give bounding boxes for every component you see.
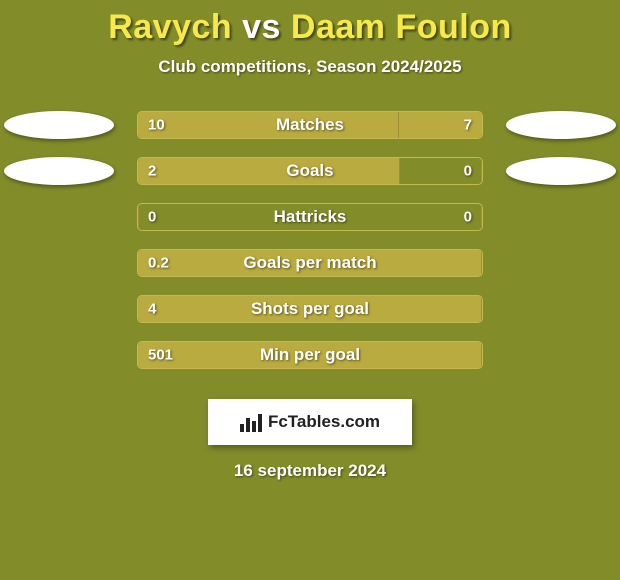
bar-fill-left bbox=[138, 204, 139, 230]
bar-label: Matches bbox=[276, 115, 344, 135]
bar-label: Min per goal bbox=[260, 345, 360, 365]
bar-label: Hattricks bbox=[274, 207, 347, 227]
stat-row: Goals per match 0.2 bbox=[0, 243, 620, 289]
bar-value-left: 0 bbox=[148, 209, 156, 226]
bar-value-right: 7 bbox=[464, 117, 472, 134]
bar-fill-right bbox=[481, 342, 482, 368]
bar-fill-right bbox=[481, 250, 482, 276]
player1-avatar bbox=[4, 111, 114, 139]
bar-label: Goals bbox=[286, 161, 333, 181]
date-text: 16 september 2024 bbox=[0, 461, 620, 481]
bar-label: Shots per goal bbox=[251, 299, 369, 319]
player1-name: Ravych bbox=[108, 8, 232, 46]
bars-chart-icon bbox=[240, 412, 262, 432]
brand-text: FcTables.com bbox=[268, 412, 380, 432]
bar-value-right: 0 bbox=[464, 209, 472, 226]
bar-value-left: 501 bbox=[148, 347, 173, 364]
stat-row: Matches 10 7 bbox=[0, 105, 620, 151]
player2-avatar bbox=[506, 111, 616, 139]
subtitle: Club competitions, Season 2024/2025 bbox=[0, 57, 620, 77]
bar-track: Min per goal 501 bbox=[137, 341, 483, 369]
stat-row: Min per goal 501 bbox=[0, 335, 620, 381]
player2-name: Daam Foulon bbox=[291, 8, 512, 46]
stat-row: Goals 2 0 bbox=[0, 151, 620, 197]
bar-fill-right bbox=[481, 204, 482, 230]
bar-fill-right bbox=[481, 296, 482, 322]
bar-fill-left bbox=[138, 158, 400, 184]
brand-badge: FcTables.com bbox=[208, 399, 412, 445]
bar-track: Shots per goal 4 bbox=[137, 295, 483, 323]
bar-value-left: 4 bbox=[148, 301, 156, 318]
stat-row: Hattricks 0 0 bbox=[0, 197, 620, 243]
bar-track: Goals 2 0 bbox=[137, 157, 483, 185]
vs-text: vs bbox=[242, 8, 281, 46]
bar-value-left: 10 bbox=[148, 117, 165, 134]
comparison-title: Ravych vs Daam Foulon bbox=[0, 0, 620, 47]
player1-avatar bbox=[4, 157, 114, 185]
bar-value-left: 2 bbox=[148, 163, 156, 180]
stat-row: Shots per goal 4 bbox=[0, 289, 620, 335]
bar-fill-right bbox=[481, 158, 482, 184]
bar-track: Goals per match 0.2 bbox=[137, 249, 483, 277]
comparison-chart: Matches 10 7 Goals 2 0 Hattricks 0 0 Goals per ma… bbox=[0, 105, 620, 381]
bar-track: Hattricks 0 0 bbox=[137, 203, 483, 231]
bar-value-right: 0 bbox=[464, 163, 472, 180]
player2-avatar bbox=[506, 157, 616, 185]
bar-fill-left bbox=[138, 112, 400, 138]
bar-track: Matches 10 7 bbox=[137, 111, 483, 139]
bar-label: Goals per match bbox=[243, 253, 376, 273]
bar-value-left: 0.2 bbox=[148, 255, 169, 272]
